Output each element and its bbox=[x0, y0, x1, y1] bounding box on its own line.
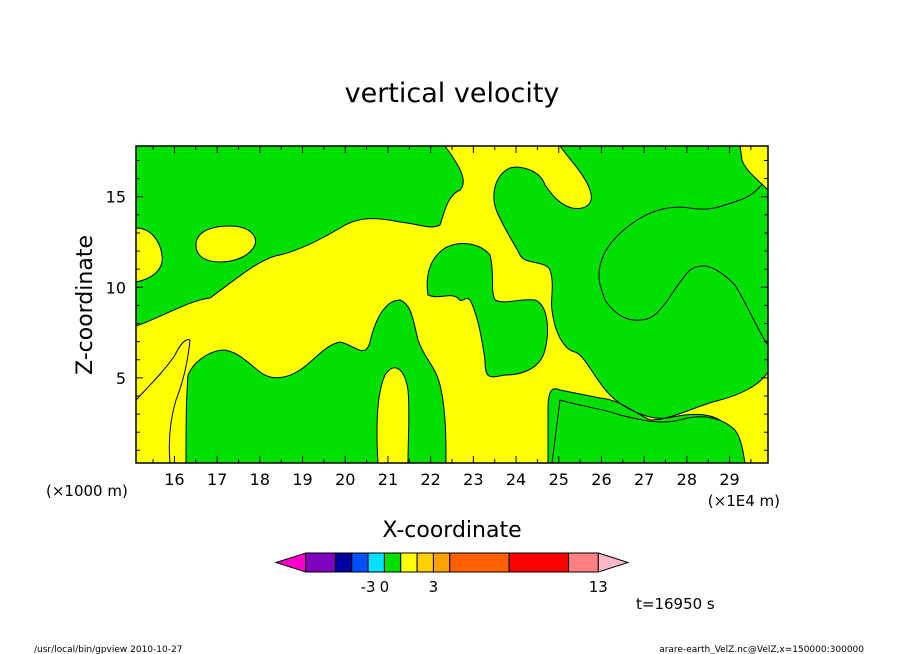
x-unit-left: (×1000 m) bbox=[46, 482, 128, 500]
colorbar-label: 3 bbox=[429, 578, 439, 596]
x-tick-label: 25 bbox=[549, 470, 569, 489]
x-unit-right: (×1E4 m) bbox=[708, 492, 780, 510]
x-tick-label: 21 bbox=[378, 470, 398, 489]
colorbar-label: 0 bbox=[380, 578, 390, 596]
x-ticks: 16 17 18 19 20 21 22 23 24 25 26 27 28 29 bbox=[152, 146, 752, 489]
chart-title: vertical velocity bbox=[345, 78, 560, 109]
x-axis-label: X-coordinate bbox=[382, 518, 521, 543]
x-tick-label: 26 bbox=[591, 470, 611, 489]
positive-column-mid bbox=[376, 367, 410, 463]
footer-left: /usr/local/bin/gpview 2010-10-27 bbox=[34, 645, 182, 654]
x-tick-label: 19 bbox=[292, 470, 312, 489]
colorbar-segment bbox=[274, 552, 307, 573]
x-tick-label: 24 bbox=[506, 470, 526, 489]
colorbar-segment bbox=[334, 552, 353, 573]
time-label: t=16950 s bbox=[636, 595, 715, 613]
y-ticks: 5 10 15 bbox=[106, 159, 768, 451]
colorbar-segment bbox=[432, 552, 451, 573]
colorbar-segment bbox=[568, 552, 599, 573]
x-tick-label: 28 bbox=[677, 470, 697, 489]
negative-patch-right-bottom bbox=[551, 399, 746, 463]
colorbar-segment bbox=[400, 552, 418, 573]
x-tick-label: 18 bbox=[250, 470, 270, 489]
colorbar-segment bbox=[305, 552, 336, 573]
colorbar-segment bbox=[508, 552, 570, 573]
x-tick-label: 20 bbox=[335, 470, 355, 489]
colorbar-segment bbox=[383, 552, 402, 573]
contour-fill bbox=[136, 146, 768, 463]
plot-area: 16 17 18 19 20 21 22 23 24 25 26 27 28 29 5 10 15 bbox=[106, 145, 769, 489]
y-tick-label: 10 bbox=[106, 278, 126, 297]
colorbar-segment bbox=[351, 552, 369, 573]
x-tick-label: 23 bbox=[463, 470, 483, 489]
x-tick-label: 16 bbox=[164, 470, 184, 489]
x-tick-label: 29 bbox=[719, 470, 739, 489]
x-tick-label: 27 bbox=[634, 470, 654, 489]
colorbar-label: -3 bbox=[361, 578, 376, 596]
negative-island-center bbox=[426, 243, 548, 378]
colorbar-segment bbox=[449, 552, 510, 573]
y-tick-label: 5 bbox=[116, 369, 126, 388]
colorbar-segment bbox=[597, 552, 630, 573]
positive-island-left-edge bbox=[136, 227, 163, 283]
negative-patch-lower-left bbox=[136, 339, 191, 463]
y-axis-label: Z-coordinate bbox=[73, 235, 98, 375]
negative-island-right bbox=[598, 179, 768, 346]
colorbar-segment bbox=[367, 552, 385, 573]
positive-region-main bbox=[136, 146, 768, 463]
x-tick-label: 17 bbox=[207, 470, 227, 489]
footer-right: arare-earth_VelZ.nc@VelZ,x=150000:300000 bbox=[659, 645, 864, 654]
positive-island-upper-left bbox=[195, 225, 257, 263]
y-tick-label: 15 bbox=[106, 188, 126, 207]
colorbar-label: 13 bbox=[589, 578, 608, 596]
colorbar-segment bbox=[416, 552, 434, 573]
colorbar: -3 0 3 13 bbox=[274, 552, 630, 596]
x-tick-label: 22 bbox=[420, 470, 440, 489]
